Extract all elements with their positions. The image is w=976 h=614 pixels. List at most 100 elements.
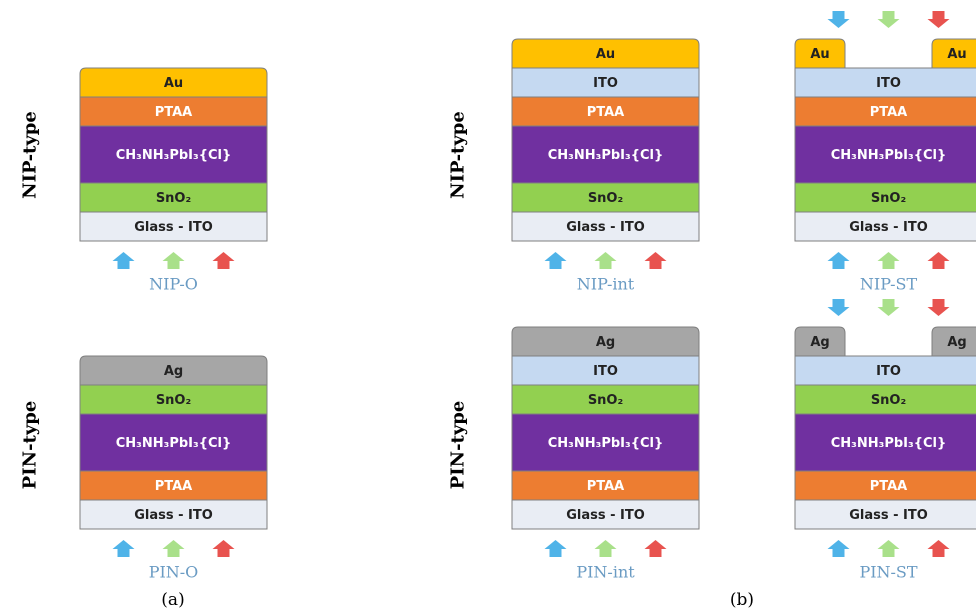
layer-label: PTAA bbox=[155, 105, 193, 120]
layer bbox=[79, 499, 268, 530]
layer-label: ITO bbox=[593, 364, 618, 379]
light-arrow bbox=[162, 540, 185, 557]
light-arrow bbox=[644, 252, 667, 269]
light-arrow bbox=[112, 252, 135, 269]
layer bbox=[794, 499, 976, 530]
layer bbox=[511, 38, 700, 69]
layer bbox=[79, 182, 268, 213]
light-arrow bbox=[877, 540, 900, 557]
light-arrow bbox=[927, 540, 950, 557]
layer bbox=[794, 125, 976, 184]
device-label: PIN-ST bbox=[859, 563, 917, 582]
layer-label: SnO₂ bbox=[156, 191, 191, 206]
layer-label: CH₃NH₃PbI₃{Cl} bbox=[831, 148, 946, 163]
layer-label: Glass - ITO bbox=[849, 220, 928, 235]
layer bbox=[511, 326, 700, 357]
light-arrow bbox=[112, 540, 135, 557]
light-arrow bbox=[544, 540, 567, 557]
light-arrow bbox=[877, 11, 900, 28]
layer-label: PTAA bbox=[155, 479, 193, 494]
device-label: PIN-int bbox=[576, 563, 635, 582]
layer bbox=[794, 384, 976, 415]
layer-label: SnO₂ bbox=[871, 191, 906, 206]
layer-label: SnO₂ bbox=[588, 191, 623, 206]
layer-label: CH₃NH₃PbI₃{Cl} bbox=[116, 436, 231, 451]
light-arrow bbox=[927, 252, 950, 269]
layer-label: CH₃NH₃PbI₃{Cl} bbox=[548, 148, 663, 163]
layer bbox=[79, 413, 268, 472]
panel-label: (b) bbox=[730, 590, 754, 610]
layer-label: ITO bbox=[593, 76, 618, 91]
layer bbox=[794, 326, 846, 357]
contact-label: Au bbox=[810, 47, 829, 62]
light-arrow bbox=[927, 11, 950, 28]
layer-label: PTAA bbox=[587, 105, 625, 120]
layer-label: Ag bbox=[164, 364, 183, 379]
panel-label: (a) bbox=[161, 590, 184, 610]
layer-label: Au bbox=[596, 47, 615, 62]
layer bbox=[79, 67, 268, 98]
device-label: NIP-int bbox=[577, 275, 635, 294]
layer-label: Glass - ITO bbox=[134, 220, 213, 235]
layer-label: Ag bbox=[596, 335, 615, 350]
layer bbox=[79, 384, 268, 415]
layer-label: CH₃NH₃PbI₃{Cl} bbox=[831, 436, 946, 451]
layer bbox=[511, 125, 700, 184]
light-arrow bbox=[877, 252, 900, 269]
light-arrow bbox=[827, 252, 850, 269]
layer bbox=[79, 211, 268, 242]
light-arrow bbox=[827, 299, 850, 316]
layer-label: PTAA bbox=[587, 479, 625, 494]
layer-label: ITO bbox=[876, 364, 901, 379]
layer bbox=[511, 211, 700, 242]
layer-label: CH₃NH₃PbI₃{Cl} bbox=[548, 436, 663, 451]
light-arrow bbox=[877, 299, 900, 316]
light-arrow bbox=[594, 540, 617, 557]
layer bbox=[511, 182, 700, 213]
light-arrow bbox=[827, 540, 850, 557]
layer-label: PTAA bbox=[870, 105, 908, 120]
layer bbox=[794, 413, 976, 472]
contact-label: Ag bbox=[947, 335, 966, 350]
layer-label: ITO bbox=[876, 76, 901, 91]
light-arrow bbox=[212, 252, 235, 269]
layer bbox=[931, 326, 976, 357]
layer bbox=[511, 384, 700, 415]
device-label: NIP-ST bbox=[860, 275, 918, 294]
layer bbox=[794, 355, 976, 386]
layer bbox=[794, 211, 976, 242]
layer-label: Au bbox=[164, 76, 183, 91]
layer-label: SnO₂ bbox=[588, 393, 623, 408]
layer bbox=[79, 470, 268, 501]
device-label: NIP-O bbox=[149, 275, 198, 294]
light-arrow bbox=[544, 252, 567, 269]
light-arrow bbox=[927, 299, 950, 316]
row-label: NIP-type bbox=[20, 111, 41, 199]
contact-label: Au bbox=[947, 47, 966, 62]
layer-label: Glass - ITO bbox=[849, 508, 928, 523]
layer-label: Glass - ITO bbox=[566, 508, 645, 523]
light-arrow bbox=[644, 540, 667, 557]
layer bbox=[794, 470, 976, 501]
layer-label: PTAA bbox=[870, 479, 908, 494]
light-arrow bbox=[827, 11, 850, 28]
layer bbox=[511, 355, 700, 386]
contact-label: Ag bbox=[810, 335, 829, 350]
layer bbox=[794, 67, 976, 98]
light-arrow bbox=[162, 252, 185, 269]
layer-label: CH₃NH₃PbI₃{Cl} bbox=[116, 148, 231, 163]
layer bbox=[511, 96, 700, 127]
layer bbox=[794, 38, 846, 69]
layer bbox=[931, 38, 976, 69]
layer bbox=[511, 67, 700, 98]
layer-label: SnO₂ bbox=[156, 393, 191, 408]
layer-label: SnO₂ bbox=[871, 393, 906, 408]
device-label: PIN-O bbox=[149, 563, 199, 582]
row-label: NIP-type bbox=[448, 111, 469, 199]
layer bbox=[79, 355, 268, 386]
row-label: PIN-type bbox=[448, 401, 469, 490]
layer-label: Glass - ITO bbox=[134, 508, 213, 523]
layer-label: Glass - ITO bbox=[566, 220, 645, 235]
row-label: PIN-type bbox=[20, 401, 41, 490]
